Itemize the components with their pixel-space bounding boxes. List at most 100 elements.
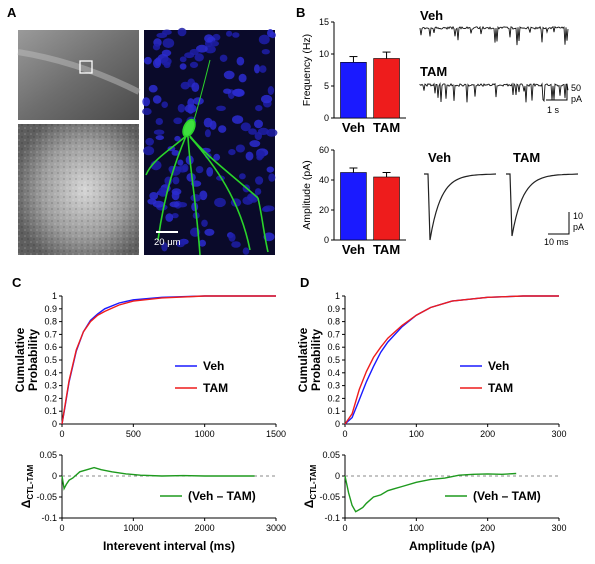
- y-tick-label: 1: [335, 291, 340, 301]
- y-tick-label: 0.5: [327, 355, 340, 365]
- y-axis-label: Amplitude (pA): [301, 160, 313, 229]
- nucleus: [232, 88, 245, 97]
- x-tick-label: 100: [409, 523, 424, 533]
- nucleus: [198, 239, 206, 247]
- nucleus: [179, 63, 187, 70]
- nucleus: [152, 43, 161, 51]
- nucleus: [262, 205, 275, 212]
- legend-label: (Veh – TAM): [473, 489, 541, 503]
- x-tick-label: 0: [342, 429, 347, 439]
- series-line-veh: [61, 295, 276, 425]
- nucleus: [184, 104, 197, 114]
- nucleus: [180, 81, 190, 90]
- nucleus: [218, 125, 227, 133]
- panel-a: 20 μm: [17, 27, 278, 256]
- nucleus: [186, 173, 196, 182]
- y-axis-label: ΔCTL-TAM: [19, 464, 35, 508]
- nucleus: [155, 135, 164, 141]
- legend-label: TAM: [203, 381, 228, 395]
- y-tick-label: 0: [335, 471, 340, 481]
- y-tick-label: -0.1: [324, 513, 340, 523]
- y-tick-label: 1: [52, 291, 57, 301]
- nucleus: [268, 173, 276, 182]
- y-axis-label: ΔCTL-TAM: [302, 464, 318, 508]
- nucleus: [228, 149, 236, 156]
- trace-tam: [419, 82, 569, 103]
- nucleus: [177, 159, 184, 166]
- y-tick-label: 5: [324, 81, 329, 91]
- avg-label-tam: TAM: [513, 150, 540, 165]
- nucleus: [261, 94, 273, 104]
- nucleus: [172, 176, 180, 185]
- nucleus: [179, 56, 187, 63]
- y-tick-label: 0.9: [327, 304, 340, 314]
- avg-trace-tam: [506, 173, 579, 237]
- x-category-label: Veh: [342, 242, 365, 257]
- nucleus: [256, 150, 265, 159]
- nucleus: [169, 201, 180, 208]
- avg-scalebar: [548, 212, 570, 235]
- nucleus: [160, 57, 172, 66]
- series-line-tam: [61, 295, 276, 425]
- nucleus: [196, 44, 208, 53]
- nucleus: [143, 146, 155, 156]
- x-tick-label: 300: [551, 523, 566, 533]
- bar-tam: [373, 176, 400, 241]
- nucleus: [190, 194, 201, 202]
- y-tick-label: 0.9: [44, 304, 57, 314]
- y-tick-label: 0.4: [44, 368, 57, 378]
- nucleus: [238, 73, 247, 83]
- brightfield-overview-image: [18, 30, 139, 120]
- y-tick-label: 0: [52, 471, 57, 481]
- nucleus: [171, 150, 180, 156]
- nucleus: [142, 107, 152, 116]
- nucleus: [171, 188, 182, 196]
- nucleus: [219, 54, 228, 62]
- y-tick-label: 60: [319, 145, 329, 155]
- nucleus: [228, 233, 236, 242]
- nucleus: [147, 198, 157, 205]
- nucleus: [174, 135, 181, 142]
- nucleus: [266, 166, 274, 173]
- panel-label-c: C: [12, 275, 22, 290]
- nucleus: [162, 38, 175, 48]
- y-tick-label: -0.05: [36, 492, 57, 502]
- x-tick-label: 1500: [266, 429, 286, 439]
- y-tick-label: 0.6: [327, 342, 340, 352]
- y-tick-label: 0.05: [322, 450, 340, 460]
- panel-label-b: B: [296, 5, 305, 20]
- y-tick-label: 0: [324, 235, 329, 245]
- nuclei-stain: [142, 27, 278, 255]
- nucleus: [177, 103, 186, 113]
- nucleus: [191, 82, 200, 92]
- legend-label: Veh: [488, 359, 509, 373]
- nucleus: [232, 115, 244, 124]
- nucleus: [175, 166, 183, 172]
- frequency-bar-chart: 0 5 10 15 Veh TAM Frequency (Hz): [301, 17, 406, 135]
- y-tick-label: 0.4: [327, 368, 340, 378]
- nucleus: [204, 228, 215, 236]
- bar-tam: [373, 58, 400, 119]
- nucleus: [254, 188, 262, 195]
- y-axis-label-line: Cumulative: [13, 327, 27, 392]
- bar-veh: [340, 172, 367, 241]
- nucleus: [148, 84, 158, 93]
- nucleus: [201, 219, 208, 227]
- x-tick-label: 200: [480, 523, 495, 533]
- nucleus: [245, 151, 254, 161]
- nucleus: [210, 40, 220, 47]
- nucleus: [248, 128, 257, 135]
- nucleus: [235, 144, 245, 153]
- y-tick-label: 0.3: [44, 381, 57, 391]
- nucleus: [259, 65, 267, 73]
- series-line--veh-tam-: [61, 466, 255, 491]
- nucleus: [171, 213, 179, 219]
- x-axis-label: Interevent interval (ms): [103, 539, 235, 553]
- panel-label-a: A: [7, 5, 17, 20]
- scale-bot-unit: pA: [573, 222, 584, 232]
- nucleus: [165, 213, 174, 222]
- x-category-label: TAM: [373, 120, 400, 135]
- y-tick-label: 15: [319, 17, 329, 27]
- x-tick-label: 1000: [123, 523, 143, 533]
